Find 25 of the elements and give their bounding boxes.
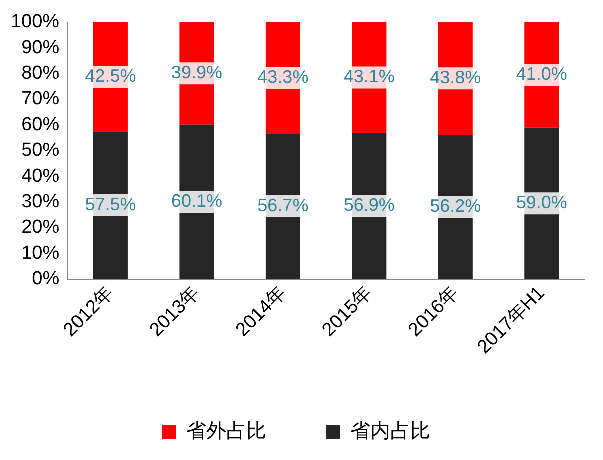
data-label: 59.0% [516, 192, 568, 213]
data-label: 56.9% [344, 195, 395, 216]
data-label: 43.1% [344, 66, 395, 87]
y-tick-label: 50% [22, 140, 60, 162]
data-label: 43.3% [258, 67, 309, 88]
data-label: 60.1% [171, 191, 222, 212]
legend-label: 省外占比 [186, 420, 266, 443]
data-label: 42.5% [85, 66, 136, 86]
y-tick-label: 100% [10, 12, 60, 33]
y-tick-label: 40% [22, 166, 60, 187]
data-label: 56.2% [430, 196, 482, 216]
legend-label: 省内占比 [350, 420, 430, 443]
y-tick-label: 0% [32, 268, 60, 290]
y-tick-label: 90% [22, 37, 60, 58]
data-label: 57.5% [85, 194, 136, 214]
y-tick-label: 80% [22, 63, 60, 84]
data-label: 56.7% [258, 195, 309, 216]
y-tick-label: 10% [22, 242, 60, 264]
data-label: 43.8% [430, 68, 482, 88]
data-label: 39.9% [171, 62, 222, 83]
data-label: 41.0% [516, 64, 568, 84]
y-tick-label: 60% [22, 114, 60, 136]
y-tick-label: 70% [22, 88, 60, 110]
y-tick-label: 20% [22, 217, 60, 238]
y-tick-label: 30% [22, 192, 60, 213]
